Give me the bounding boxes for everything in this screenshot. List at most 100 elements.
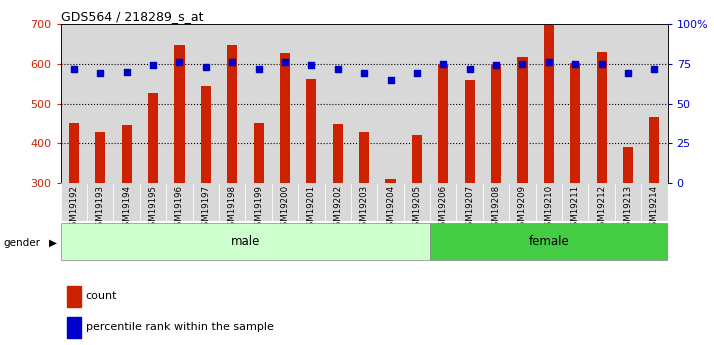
Bar (377, 24, 403, 183)
Bar (95, 132, 106, 183)
Point (306, 63, 317, 68)
Text: GSM19208: GSM19208 (491, 185, 501, 232)
Bar (87, 24, 114, 183)
Bar (227, 45, 237, 183)
Text: GSM19200: GSM19200 (281, 185, 289, 232)
Point (147, 63, 159, 68)
Bar (456, 24, 483, 183)
Bar (121, 125, 132, 183)
Text: GSM19192: GSM19192 (69, 185, 79, 232)
FancyBboxPatch shape (536, 183, 562, 221)
Point (491, 63, 502, 68)
Bar (193, 24, 219, 183)
Bar (491, 65, 501, 183)
Point (411, 71, 423, 76)
Text: count: count (86, 291, 117, 301)
Point (570, 61, 581, 67)
Bar (544, 25, 554, 183)
Point (596, 61, 608, 67)
Bar (465, 80, 475, 183)
FancyBboxPatch shape (140, 183, 166, 221)
Bar (412, 135, 422, 183)
FancyBboxPatch shape (61, 183, 87, 221)
Bar (596, 52, 607, 183)
Text: male: male (231, 235, 260, 248)
Bar (518, 57, 528, 183)
Bar (509, 24, 536, 183)
Text: GSM19211: GSM19211 (570, 185, 580, 232)
Bar (386, 179, 396, 183)
Text: GSM19195: GSM19195 (149, 185, 158, 232)
FancyBboxPatch shape (483, 183, 509, 221)
FancyBboxPatch shape (509, 183, 536, 221)
FancyBboxPatch shape (377, 183, 403, 221)
FancyBboxPatch shape (298, 183, 325, 221)
Point (68, 66, 79, 71)
FancyBboxPatch shape (615, 183, 641, 221)
Text: GDS564 / 218289_s_at: GDS564 / 218289_s_at (61, 10, 203, 23)
Text: GSM19197: GSM19197 (201, 185, 211, 232)
Point (332, 66, 343, 71)
Bar (430, 223, 668, 260)
Point (623, 71, 634, 76)
Bar (649, 117, 660, 183)
Bar (483, 24, 509, 183)
Bar (148, 93, 158, 183)
Text: GSM19201: GSM19201 (307, 185, 316, 232)
Point (517, 61, 528, 67)
Text: GSM19210: GSM19210 (544, 185, 553, 232)
Bar (623, 147, 633, 183)
Text: female: female (528, 235, 569, 248)
Point (226, 59, 238, 65)
FancyBboxPatch shape (114, 183, 140, 221)
FancyBboxPatch shape (456, 183, 483, 221)
Bar (166, 24, 193, 183)
Point (174, 59, 185, 65)
FancyBboxPatch shape (562, 183, 588, 221)
Bar (438, 64, 448, 183)
Point (464, 66, 476, 71)
Bar (272, 24, 298, 183)
Bar (359, 132, 369, 183)
Bar (174, 45, 184, 183)
Bar (615, 24, 641, 183)
Point (200, 64, 211, 70)
Text: ▶: ▶ (49, 238, 56, 248)
Text: GSM19214: GSM19214 (650, 185, 659, 232)
Text: GSM19203: GSM19203 (360, 185, 368, 232)
Text: GSM19194: GSM19194 (122, 185, 131, 232)
Bar (325, 24, 351, 183)
Bar (67, 317, 81, 338)
Bar (280, 53, 290, 183)
Bar (536, 24, 562, 183)
FancyBboxPatch shape (166, 183, 193, 221)
Bar (219, 24, 246, 183)
Text: GSM19206: GSM19206 (439, 185, 448, 232)
Bar (298, 24, 325, 183)
Bar (588, 24, 615, 183)
Text: GSM19212: GSM19212 (597, 185, 606, 232)
FancyBboxPatch shape (430, 183, 456, 221)
Text: GSM19199: GSM19199 (254, 185, 263, 231)
FancyBboxPatch shape (219, 183, 246, 221)
FancyBboxPatch shape (641, 183, 668, 221)
Point (253, 66, 264, 71)
Text: GSM19193: GSM19193 (96, 185, 105, 232)
Point (543, 59, 555, 65)
Bar (641, 24, 668, 183)
Text: GSM19209: GSM19209 (518, 185, 527, 232)
Text: GSM19196: GSM19196 (175, 185, 184, 232)
Bar (430, 24, 456, 183)
FancyBboxPatch shape (87, 183, 114, 221)
Bar (61, 24, 87, 183)
FancyBboxPatch shape (193, 183, 219, 221)
Bar (114, 24, 140, 183)
Bar (306, 79, 316, 183)
Text: GSM19205: GSM19205 (413, 185, 421, 232)
FancyBboxPatch shape (272, 183, 298, 221)
Point (358, 71, 370, 76)
Bar (351, 24, 377, 183)
FancyBboxPatch shape (325, 183, 351, 221)
Text: GSM19202: GSM19202 (333, 185, 342, 232)
FancyBboxPatch shape (403, 183, 430, 221)
